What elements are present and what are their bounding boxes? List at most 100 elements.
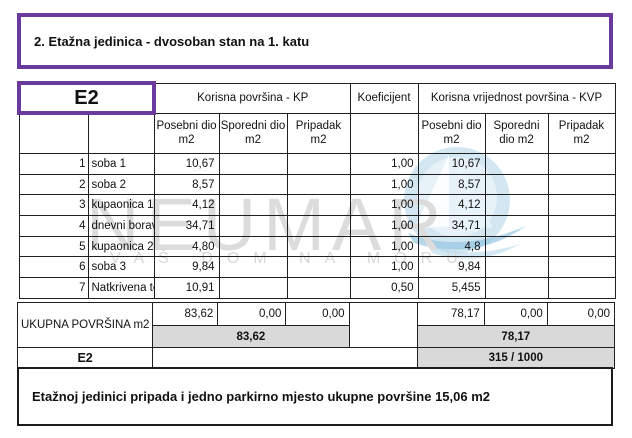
kp-sporedni-value: [218, 277, 288, 299]
kvp-pripadak-value: [547, 277, 616, 299]
kvp-sporedni-value: [484, 153, 549, 175]
header-row-subcolumns: Posebni dio m2 Sporedni dio m2 Pripadak …: [18, 112, 616, 154]
kp-pripadak-value: [286, 256, 351, 279]
total-area-label: UKUPNA POVRŠINA m2: [16, 302, 154, 348]
kp-pripadak-value: [286, 235, 351, 258]
table-row: 7 Natkrivena terasa 10,91 0,50 5,455: [18, 277, 616, 299]
room-name: soba 1: [87, 153, 155, 175]
unit-label: E2: [17, 81, 156, 115]
empty-cell: [348, 302, 418, 348]
room-name: soba 2: [87, 173, 155, 196]
room-name: kupaonica 1: [87, 194, 155, 217]
koeficijent-value: 1,00: [349, 194, 419, 217]
room-name: kupaonica 2: [87, 235, 155, 258]
header-koeficijent: Koeficijent: [349, 82, 419, 114]
table-row: 1 soba 1 10,67 1,00 10,67: [18, 153, 616, 175]
empty-cell: [87, 112, 155, 154]
parking-note-box: Etažnoj jedinici pripada i jedno parkirn…: [17, 367, 613, 426]
row-number: 3: [18, 194, 89, 217]
kp-sporedni-value: [218, 235, 288, 258]
kp-pripadak-value: [286, 194, 351, 217]
room-name: dnevni boravak: [87, 215, 155, 237]
unit-label-summary: E2: [16, 347, 154, 369]
total-kp-sum: 83,62: [152, 325, 350, 348]
kp-sporedni-value: [218, 256, 288, 279]
row-number: 4: [18, 215, 89, 237]
kvp-posebni-value: 8,57: [417, 173, 486, 196]
header-kvp-sporedni: Sporedni dio m2: [484, 112, 549, 154]
row-number: 6: [18, 256, 89, 279]
header-kvp: Korisna vrijednost površina - KVP: [417, 82, 616, 114]
kp-posebni-value: 8,57: [153, 173, 220, 196]
koeficijent-value: 1,00: [349, 173, 419, 196]
room-name: Natkrivena terasa: [87, 277, 155, 299]
kvp-posebni-value: 10,67: [417, 153, 486, 175]
kvp-sporedni-value: [484, 194, 549, 217]
kp-posebni-value: 4,80: [153, 235, 220, 258]
header-kp: Korisna površina - KP: [153, 82, 351, 114]
kvp-posebni-value: 4,12: [417, 194, 486, 217]
page-title: 2. Etažna jedinica - dvosoban stan na 1.…: [34, 33, 310, 49]
parking-note-text: Etažnoj jedinici pripada i jedno parkirn…: [32, 389, 491, 404]
koeficijent-value: 0,50: [349, 277, 419, 299]
empty-cell: [349, 112, 419, 154]
kvp-posebni-value: 4,8: [417, 235, 486, 258]
kvp-pripadak-value: [547, 173, 616, 196]
total-kp-posebni: 83,62: [152, 302, 219, 326]
total-kvp-posebni: 78,17: [416, 302, 485, 326]
row-number: 2: [18, 173, 89, 196]
kvp-sporedni-value: [484, 235, 549, 258]
row-number: 1: [18, 153, 89, 175]
kp-posebni-value: 10,67: [153, 153, 220, 175]
kp-posebni-value: 10,91: [153, 277, 220, 299]
kp-sporedni-value: [218, 153, 288, 175]
kvp-pripadak-value: [547, 194, 616, 217]
kp-pripadak-value: [286, 173, 351, 196]
kvp-pripadak-value: [547, 235, 616, 258]
kp-pripadak-value: [286, 277, 351, 299]
kvp-sporedni-value: [484, 173, 549, 196]
table-row: 5 kupaonica 2 4,80 1,00 4,8: [18, 235, 616, 258]
kvp-posebni-value: 34,71: [417, 215, 486, 237]
total-kp-pripadak: 0,00: [285, 302, 350, 326]
header-kp-pripadak: Pripadak m2: [286, 112, 351, 154]
totals-table: UKUPNA POVRŠINA m2 83,62 0,00 0,00 78,17…: [16, 302, 616, 369]
header-kvp-pripadak: Pripadak m2: [547, 112, 616, 154]
kvp-sporedni-value: [484, 256, 549, 279]
kp-pripadak-value: [286, 215, 351, 237]
kp-sporedni-value: [218, 194, 288, 217]
header-kvp-posebni: Posebni dio m2: [417, 112, 486, 154]
kp-posebni-value: 34,71: [153, 215, 220, 237]
kp-sporedni-value: [218, 173, 288, 196]
totals-row: UKUPNA POVRŠINA m2 83,62 0,00 0,00 78,17…: [16, 302, 616, 348]
table-row: 3 kupaonica 1 4,12 1,00 4,12: [18, 194, 616, 217]
header-kp-posebni: Posebni dio m2: [153, 112, 220, 154]
unit-areas-table: E2 Korisna površina - KP Koeficijent Kor…: [17, 81, 616, 299]
row-number: 5: [18, 235, 89, 258]
row-number: 7: [18, 277, 89, 299]
koeficijent-value: 1,00: [349, 215, 419, 237]
header-kp-sporedni: Sporedni dio m2: [218, 112, 288, 154]
koeficijent-value: 1,00: [349, 256, 419, 279]
table-row: 6 soba 3 9,84 1,00 9,84: [18, 256, 616, 279]
koeficijent-value: 1,00: [349, 153, 419, 175]
header-row-groups: E2 Korisna površina - KP Koeficijent Kor…: [17, 81, 616, 115]
unit-share-row: E2 315 / 1000: [16, 347, 616, 369]
total-kvp-sum: 78,17: [416, 325, 616, 348]
empty-cell: [152, 347, 418, 369]
kp-sporedni-value: [218, 215, 288, 237]
kvp-posebni-value: 9,84: [417, 256, 486, 279]
empty-cell: [18, 112, 89, 154]
kvp-sporedni-value: [484, 215, 549, 237]
koeficijent-value: 1,00: [349, 235, 419, 258]
table-row: 2 soba 2 8,57 1,00 8,57: [18, 173, 616, 196]
total-kvp-sporedni: 0,00: [483, 302, 548, 326]
kp-posebni-value: 4,12: [153, 194, 220, 217]
room-name: soba 3: [87, 256, 155, 279]
total-kp-sporedni: 0,00: [217, 302, 287, 326]
kp-posebni-value: 9,84: [153, 256, 220, 279]
title-box: 2. Etažna jedinica - dvosoban stan na 1.…: [17, 13, 613, 69]
unit-share-value: 315 / 1000: [416, 347, 616, 369]
kvp-pripadak-value: [547, 256, 616, 279]
